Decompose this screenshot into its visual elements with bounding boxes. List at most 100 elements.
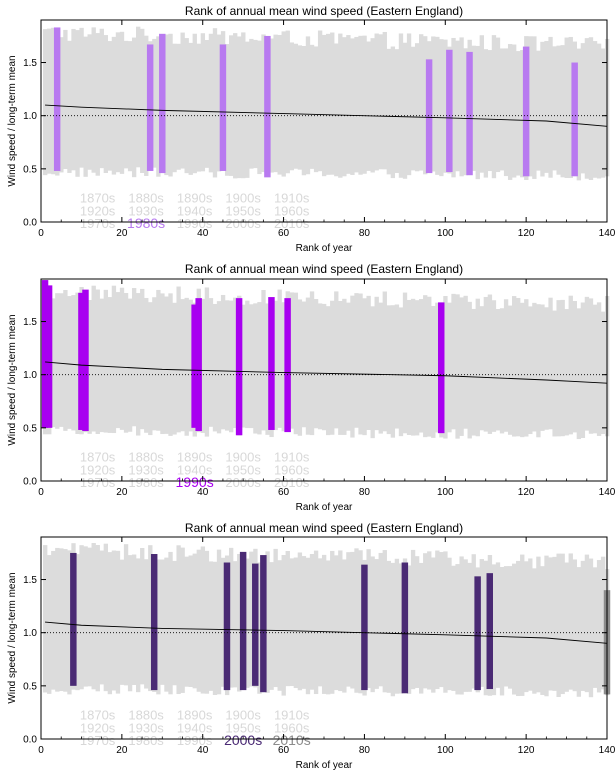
decade-label: 1940s: [177, 462, 213, 477]
x-tick-label: 20: [116, 745, 128, 756]
envelope-bar: [596, 560, 602, 693]
envelope-bar: [414, 43, 420, 172]
x-tick-label: 40: [197, 487, 209, 498]
envelope-bar: [511, 296, 517, 437]
decade-label: 2010s: [274, 216, 310, 231]
envelope-bar: [115, 292, 121, 429]
highlight-bar: [159, 33, 166, 174]
envelope-bar: [321, 303, 327, 431]
envelope-bar: [140, 547, 145, 685]
envelope-bar: [237, 36, 242, 179]
decade-label: 1870s: [80, 450, 116, 465]
envelope-bar: [439, 39, 444, 177]
decade-label-grid: 1870s 1880s 1890s 1900s 1910s 1920s 1930s 1940s…: [80, 708, 311, 749]
envelope-bar: [370, 38, 375, 173]
envelope-bar: [560, 553, 565, 695]
envelope-bar: [127, 298, 133, 432]
decade-label: 1950s: [225, 462, 261, 477]
envelope-bar: [131, 288, 137, 427]
envelope-bar: [245, 300, 250, 429]
envelope-bar: [580, 560, 586, 691]
envelope-bar: [544, 555, 549, 697]
highlight-bar: [239, 551, 247, 691]
decade-label: 1960s: [274, 462, 310, 477]
envelope-bar: [228, 35, 234, 176]
envelope-bar: [301, 46, 307, 176]
envelope-bar: [95, 545, 100, 692]
envelope-bar: [317, 30, 323, 172]
envelope-bar: [406, 299, 412, 436]
chart-panel-3: Rank of annual mean wind speed (Eastern …: [7, 521, 615, 771]
envelope-bar: [257, 302, 262, 435]
envelope-bar: [406, 33, 412, 176]
envelope-bar: [261, 290, 266, 431]
decade-label: 1870s: [80, 191, 116, 206]
envelope-bar: [216, 34, 222, 172]
envelope-bar: [524, 561, 529, 693]
highlight-bar: [191, 304, 198, 428]
highlight-bars-2000s: [70, 551, 493, 694]
envelope-bar: [321, 554, 327, 694]
envelope-bar: [467, 301, 472, 439]
envelope-bar: [160, 559, 165, 685]
envelope-bar: [358, 35, 363, 175]
envelope-bar: [414, 556, 420, 688]
envelope-bar: [136, 293, 141, 436]
envelope-bar: [309, 44, 315, 169]
envelope-bar: [107, 41, 113, 171]
envelope-bar: [200, 298, 206, 433]
envelope-bar: [87, 34, 92, 170]
envelope-bar: [305, 36, 311, 175]
envelope-bar: [297, 299, 303, 436]
highlight-bar: [264, 35, 271, 178]
highlight-bar: [53, 27, 61, 171]
envelope-bar: [326, 560, 331, 695]
envelope-bar: [427, 551, 432, 690]
envelope-bar: [257, 40, 262, 175]
envelope-bar: [447, 557, 452, 691]
highlight-bar: [223, 562, 231, 691]
envelope-bar: [358, 550, 363, 694]
y-tick-label: 1.0: [23, 111, 37, 122]
highlight-bar: [70, 552, 77, 686]
x-tick-label: 80: [359, 745, 371, 756]
envelope-bar: [285, 550, 290, 687]
envelope-bar: [196, 549, 201, 692]
decade-label: 1990s: [177, 216, 213, 231]
envelope-bar: [176, 43, 181, 170]
envelope-bar: [281, 555, 286, 696]
envelope-bar: [507, 44, 513, 180]
envelope-bar: [111, 285, 117, 434]
envelope-bar: [204, 550, 210, 694]
x-tick-label: 140: [599, 228, 615, 239]
decade-label: 1880s: [128, 708, 164, 723]
y-tick-label: 1.5: [23, 58, 37, 69]
envelope-bar: [600, 556, 606, 690]
envelope-bar: [317, 303, 323, 430]
envelope-bar: [241, 32, 246, 179]
envelope-bar: [216, 301, 222, 434]
envelope-bar: [479, 559, 484, 687]
envelope-bar: [228, 300, 234, 433]
envelope-bar: [548, 297, 553, 430]
envelope-bar: [188, 555, 193, 687]
envelope-bar: [265, 551, 270, 693]
decade-label: 1980s: [127, 215, 165, 231]
highlight-bar: [219, 44, 227, 171]
envelope-bar: [208, 298, 214, 427]
envelope-bar: [584, 38, 590, 179]
envelope-bar: [273, 548, 278, 688]
envelope-bar: [548, 36, 553, 178]
envelope-bar: [390, 46, 396, 179]
envelope-bar: [233, 33, 238, 179]
envelope-bar: [216, 549, 222, 695]
envelope-bar: [423, 36, 428, 175]
envelope-bar: [253, 303, 258, 434]
envelope-bar: [572, 301, 577, 433]
envelope-bar: [338, 301, 343, 435]
envelope-bar: [245, 558, 250, 688]
envelope-bar: [568, 36, 573, 179]
highlight-bar: [284, 298, 291, 433]
envelope-bars: [43, 543, 610, 698]
envelope-bar: [350, 295, 355, 438]
